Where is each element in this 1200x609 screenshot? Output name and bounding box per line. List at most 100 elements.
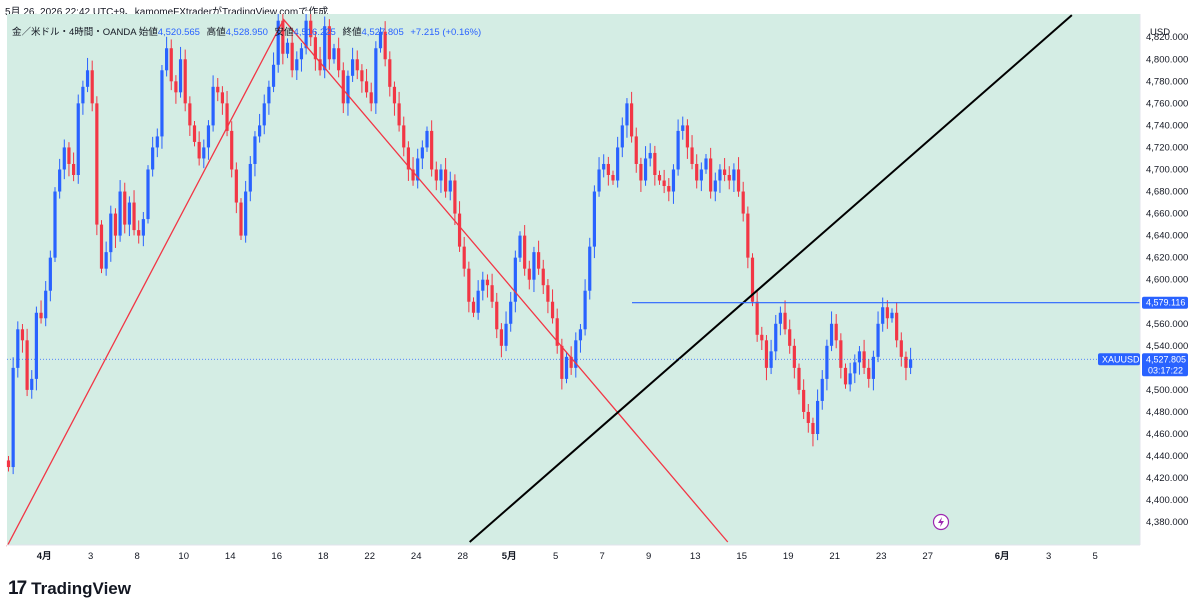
candle-body [704,158,708,170]
price-axis[interactable] [1140,14,1200,545]
candle-body [369,92,373,104]
candle-body [58,169,62,192]
candle-body [602,163,606,170]
symbol-label: 金／米ドル・4時間・OANDA [12,27,137,38]
candle-body [839,340,843,368]
trendlines[interactable] [6,14,1073,547]
candle-body [583,290,587,330]
price-tick-label: 4,480.000 [1146,407,1188,418]
candle-body [662,180,666,187]
candle-body [667,186,671,192]
time-tick-label: 5 [1092,551,1097,562]
candle-body [374,48,378,104]
candle-body [346,75,350,104]
price-tick-label: 4,800.000 [1146,54,1188,65]
footer: 17 TradingView [8,578,131,600]
time-tick-label: 5月 [502,551,517,562]
candle-body [909,359,913,368]
candle-body [899,340,903,357]
price-tick-label: 4,620.000 [1146,253,1188,264]
candle-body [425,130,429,148]
candle-body [234,169,238,203]
low-value: 4,516.225 [293,27,336,38]
candle-body [625,103,629,126]
price-tick-label: 4,560.000 [1146,319,1188,330]
candle-body [895,312,899,341]
candle-body [513,257,517,302]
candle-body [857,351,862,363]
candle-body [788,329,792,346]
candle-body [281,20,285,54]
candle-body [16,329,20,368]
candle-body [518,235,522,258]
time-axis[interactable] [7,545,1140,566]
change-value: +7.215 (+0.16%) [410,27,482,38]
candles [6,14,913,475]
time-tick-label: 3 [1046,551,1051,562]
candle-body [244,191,248,236]
candle-body [546,285,550,302]
candle-body [20,329,25,341]
price-tick-label: 4,720.000 [1146,142,1188,153]
candle-body [90,70,94,104]
candle-body [95,103,99,225]
lightning-icon[interactable] [932,513,950,531]
time-tick-label: 13 [690,551,701,562]
candle-body [392,86,397,104]
candle-body [118,191,122,236]
candle-body [355,59,359,71]
candle-body [364,81,369,93]
candle-body [634,136,638,164]
candle-body [834,323,838,341]
price-tick-label: 4,380.000 [1146,517,1188,528]
time-tick-label: 28 [457,551,468,562]
candle-body [523,235,527,269]
candle-body [713,180,717,192]
candle-body [132,202,136,231]
candle-body [230,130,234,170]
lightning-icon-bolt [938,517,944,527]
candle-body [104,252,108,269]
candle-body [197,141,201,159]
candle-body [202,147,206,159]
candle-body [304,20,308,49]
candle-body [648,152,652,159]
candle-body [6,460,11,468]
candle-body [448,180,452,192]
candle-body [11,367,15,468]
candle-body [360,70,364,82]
candle-body [885,307,889,319]
candle-body [457,213,462,247]
candle-body [499,329,503,346]
time-tick-label: 21 [829,551,840,562]
candle-body [53,191,57,258]
ohlc-legend: 金／米ドル・4時間・OANDA 始値4,520.565 高値4,528.950 … [12,24,481,38]
candle-body [537,252,541,269]
candle-body [630,103,634,137]
close-label: 終値 [342,27,362,38]
candle-body [769,351,773,368]
candle-body [504,323,508,346]
candle-body [267,86,271,104]
candle-body [211,86,215,126]
candle-body [676,130,680,170]
candle-body [351,59,355,76]
price-chart[interactable]: USD 4,820.000 4,800.000 4,780.000 4,760.000… [0,14,1200,566]
candle-body [723,169,727,175]
candle-body [397,103,401,126]
candle-body [760,334,764,341]
candle-body [820,378,824,401]
candle-body [825,345,829,379]
candle-body [341,70,345,104]
red-trendline [6,18,729,547]
candle-body [225,103,229,131]
candle-body [127,202,131,225]
candle-body [555,318,559,346]
candle-body [109,213,113,253]
candle-body [25,340,29,390]
candle-body [327,26,331,60]
candle-body [643,158,648,181]
candle-body [337,48,341,71]
time-tick-label: 3 [88,551,93,562]
axis-unit-label: USD [1150,27,1170,38]
